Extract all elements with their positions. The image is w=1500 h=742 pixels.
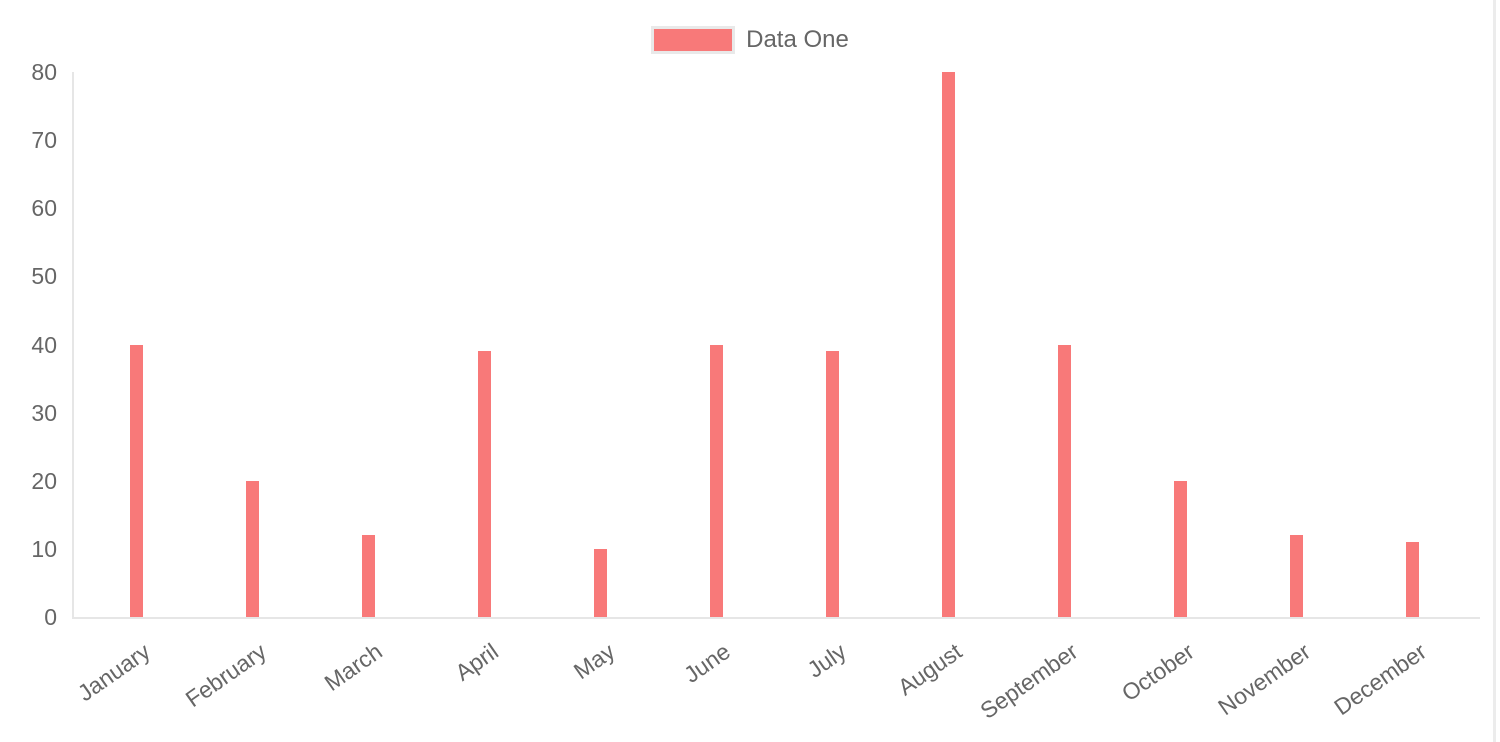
bar-december[interactable] [1405,542,1419,619]
y-tick-label-30: 30 [31,399,57,426]
x-tick-label-february: February [180,638,271,713]
y-tick-label-70: 70 [31,127,57,154]
bar-january[interactable] [129,344,143,619]
bar-august[interactable] [941,72,955,619]
x-tick-label-november: November [1213,638,1315,721]
bar-october[interactable] [1173,480,1187,619]
x-axis-line [72,617,1480,619]
x-tick-label-august: August [893,638,967,701]
bar-july[interactable] [825,351,839,619]
legend-item-data-one[interactable]: Data One [651,26,849,54]
y-tick-label-40: 40 [31,331,57,358]
bar-march[interactable] [361,535,375,619]
y-tick-label-10: 10 [31,535,57,562]
bar-september[interactable] [1057,344,1071,619]
bar-june[interactable] [709,344,723,619]
y-tick-label-0: 0 [44,604,57,630]
bar-february[interactable] [245,480,259,619]
x-tick-label-march: March [319,638,387,696]
legend-label: Data One [746,26,849,53]
x-tick-label-september: September [975,638,1083,724]
legend-swatch-icon [651,26,736,54]
x-tick-label-july: July [802,638,851,683]
y-tick-label-80: 80 [31,59,57,85]
x-tick-label-april: April [450,638,503,686]
x-tick-label-december: December [1329,638,1431,721]
y-tick-label-20: 20 [31,467,57,494]
x-tick-label-january: January [72,638,155,707]
y-tick-label-50: 50 [31,263,57,290]
x-tick-label-october: October [1116,638,1199,707]
y-tick-label-60: 60 [31,195,57,222]
y-axis-line [72,72,74,617]
container-right-border [1493,0,1496,742]
chart-legend: Data One [0,26,1500,54]
bar-may[interactable] [593,548,607,619]
bar-november[interactable] [1289,535,1303,619]
bar-april[interactable] [477,351,491,619]
x-tick-label-may: May [568,638,619,685]
x-tick-label-june: June [679,638,735,688]
